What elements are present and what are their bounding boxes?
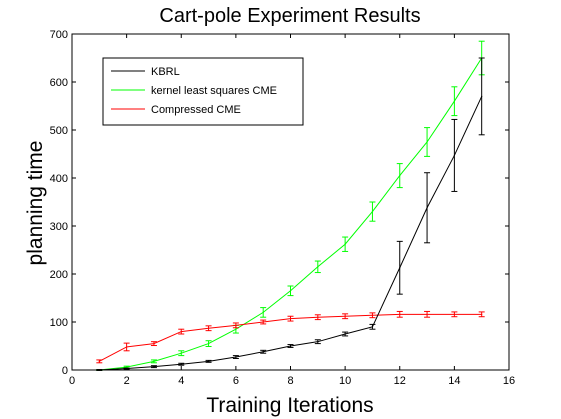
data-point xyxy=(453,100,455,102)
y-tick-label: 100 xyxy=(50,317,68,329)
data-point xyxy=(207,327,210,329)
data-point xyxy=(180,331,182,333)
data-point xyxy=(399,267,401,269)
data-point xyxy=(153,343,155,345)
data-point xyxy=(344,243,346,245)
data-point xyxy=(126,366,128,368)
x-tick-label: 14 xyxy=(448,375,460,387)
y-tick-label: 0 xyxy=(62,365,68,377)
series-kbrl xyxy=(96,57,485,371)
data-point xyxy=(235,328,237,330)
data-point xyxy=(344,315,346,317)
data-point xyxy=(126,346,128,348)
x-tick-label: 0 xyxy=(69,375,75,387)
legend-box xyxy=(102,57,304,126)
data-point xyxy=(453,313,455,315)
data-point xyxy=(344,333,346,335)
y-tick-label: 300 xyxy=(50,221,68,233)
data-point xyxy=(426,207,428,209)
data-point xyxy=(289,318,292,320)
data-point xyxy=(426,313,428,315)
data-point xyxy=(235,356,237,358)
legend-label: kernel least squares CME xyxy=(151,85,277,97)
y-tick-label: 400 xyxy=(50,173,68,185)
data-point xyxy=(207,360,210,362)
data-point xyxy=(371,326,374,328)
x-tick-label: 6 xyxy=(233,375,239,387)
data-point xyxy=(399,313,401,315)
data-point xyxy=(317,316,319,318)
y-tick-label: 700 xyxy=(50,29,68,41)
data-point xyxy=(153,366,155,368)
data-point xyxy=(481,313,483,315)
legend: KBRL kernel least squares CME Compressed C… xyxy=(102,57,304,126)
data-point xyxy=(317,266,319,268)
data-point xyxy=(481,95,483,97)
data-point xyxy=(289,345,292,347)
series-kernel-least-squares-cme xyxy=(96,40,485,371)
legend-label: KBRL xyxy=(151,66,180,78)
data-point xyxy=(235,324,237,326)
data-point xyxy=(371,314,374,316)
data-point xyxy=(289,290,292,292)
data-point xyxy=(180,363,182,365)
data-point xyxy=(317,341,319,343)
x-tick-label: 2 xyxy=(124,375,130,387)
y-tick-label: 200 xyxy=(50,269,68,281)
x-tick-label: 10 xyxy=(339,375,351,387)
y-tick-label: 600 xyxy=(50,77,68,89)
x-tick-label: 16 xyxy=(503,375,515,387)
data-point xyxy=(207,343,210,345)
data-point xyxy=(153,360,155,362)
chart-title: Cart-pole Experiment Results xyxy=(159,5,420,27)
x-tick-label: 8 xyxy=(287,375,293,387)
data-point xyxy=(126,367,128,370)
data-point xyxy=(371,211,374,213)
y-axis-label: planning time xyxy=(24,141,47,266)
x-tick-label: 12 xyxy=(394,375,406,387)
data-point xyxy=(262,311,264,313)
data-point xyxy=(262,321,264,323)
y-tick-label: 500 xyxy=(50,125,68,137)
data-point xyxy=(399,175,401,177)
series-compressed-cme xyxy=(96,310,485,364)
data-point xyxy=(98,369,100,371)
data-point xyxy=(262,351,264,353)
data-point xyxy=(453,154,455,157)
data-point xyxy=(180,352,182,354)
data-point xyxy=(426,141,428,143)
x-tick-label: 4 xyxy=(178,375,184,387)
legend-label: Compressed CME xyxy=(151,104,241,116)
x-axis-label: Training Iterations xyxy=(206,394,373,417)
data-point xyxy=(98,360,100,362)
